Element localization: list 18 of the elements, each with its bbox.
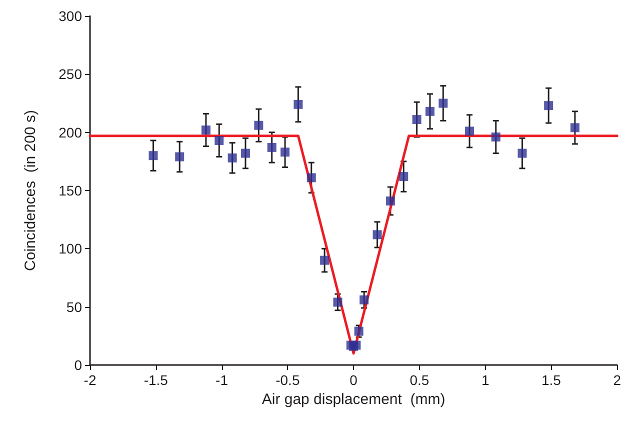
x-axis-title: Air gap displacement (mm) — [262, 390, 446, 408]
x-tick-label: 2 — [613, 372, 622, 388]
y-tick-label: 200 — [58, 124, 82, 140]
y-tick-label: 300 — [58, 8, 82, 24]
y-tick-label: 250 — [58, 66, 82, 82]
x-tick-label: -1 — [216, 372, 228, 388]
x-tick-label: -2 — [84, 372, 96, 388]
x-tick-label: 0.5 — [410, 372, 430, 388]
x-tick-label: 0 — [350, 372, 358, 388]
y-tick-label: 150 — [58, 182, 82, 198]
y-tick-label: 0 — [74, 357, 82, 373]
y-tick-label: 100 — [58, 240, 82, 257]
x-tick-label: -1.5 — [144, 372, 168, 388]
x-tick-label: 1.5 — [541, 372, 562, 388]
x-tick-label: -0.5 — [276, 372, 300, 388]
y-axis-title: Coincidences (in 200 s) — [22, 110, 39, 271]
y-tick-label: 50 — [66, 298, 82, 315]
x-tick-label: 1 — [481, 372, 490, 388]
